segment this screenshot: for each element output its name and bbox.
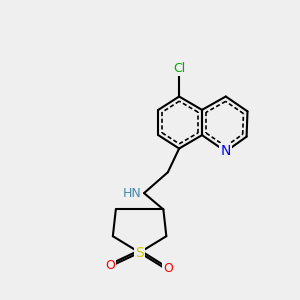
Text: HN: HN bbox=[123, 187, 142, 200]
Text: S: S bbox=[135, 245, 144, 260]
Text: Cl: Cl bbox=[173, 62, 185, 75]
Text: N: N bbox=[220, 145, 231, 158]
Text: O: O bbox=[105, 260, 115, 272]
Text: O: O bbox=[163, 262, 173, 275]
